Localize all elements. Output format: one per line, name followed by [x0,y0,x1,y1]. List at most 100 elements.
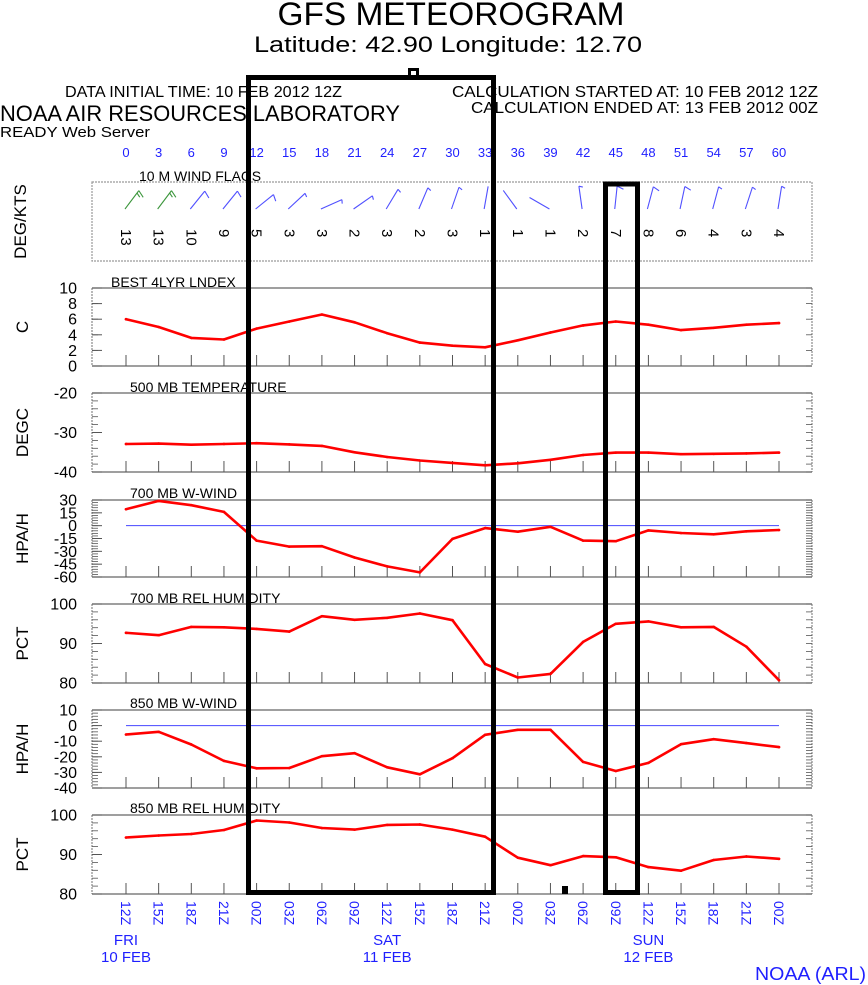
wind-barb [646,186,660,210]
y-tick-label: 15 [59,505,77,522]
wind-speed-label: 4 [770,229,787,237]
data-point [353,828,356,831]
forecast-hour-label: 30 [445,145,459,160]
wind-speed-label: 3 [313,229,330,237]
panel-title: 10 M WIND FLAGS [139,168,261,184]
chart-title: GFS METEOROGRAM [278,0,625,32]
highlight-overlay [246,68,640,895]
forecast-hour-axis: 0 3 6 9 12 15 18 21 24 27 30 33 36 39 42 45 48 51 54 57 60 [122,145,786,160]
data-point [385,565,389,568]
data-point [745,645,748,648]
y-tick-label: -30 [54,425,77,442]
y-tick-label: -10 [54,734,77,751]
wind-speed-label: 9 [215,229,232,237]
data-point [777,528,781,532]
wind-barb-flag [371,195,374,200]
y-axis-title: HPA/H [13,513,32,564]
data-point [451,756,454,760]
forecast-hour-label: 12 [249,145,263,160]
organization-name: NOAA AIR RESOURCES LABORATORY [0,101,400,126]
data-point [549,863,552,867]
data-point [353,751,356,755]
y-tick-label: -30 [54,765,77,782]
data-point [549,728,552,732]
data-point [222,442,226,446]
data-point [157,834,160,837]
y-tick-label: 100 [50,808,77,825]
data-point [777,321,781,325]
data-point [549,331,552,334]
utc-time-axis: 12Z 15Z 18Z 21Z 00Z 03Z 06Z 09Z 12Z 15Z 18Z 21Z 00Z 0… [101,901,787,966]
wind-barb-flag [171,190,177,198]
wind-barb-flag [578,185,583,188]
wind-speed-label: 3 [737,229,754,237]
utc-time-label: 12Z [640,901,656,926]
wind-barb [614,185,624,210]
data-point [255,819,258,822]
data-point [614,622,618,626]
data-point [581,453,585,457]
data-point [385,823,389,827]
day-name-label: SUN [633,932,665,949]
data-point [451,828,454,831]
wind-barb-staff [712,186,720,210]
data-point [483,526,487,530]
data-point [124,733,128,736]
panel-title: 700 MB REL HUMIDITY [130,590,281,606]
forecast-hour-label: 18 [315,145,329,160]
wind-barb-flag [204,190,210,199]
y-axis-title: HPA/H [13,724,32,775]
data-point [353,450,356,454]
wind-barb [712,186,723,210]
data-point [745,323,748,326]
data-point [777,678,781,682]
wind-barb-staff [287,192,306,210]
data-point [712,858,715,862]
panel-wind-flags: 10 M WIND FLAGS DEG/KTS 13 13 10 9 5 3 3 2 3 2 3 1 1 1 2… [11,168,813,262]
data-point [320,313,324,316]
forecast-hour-label: 24 [380,145,394,160]
wind-barb [679,186,692,210]
wind-barb-staff [222,190,238,210]
data-point [287,630,291,633]
wind-barb-staff [320,199,343,210]
day-name-label: SAT [373,932,401,949]
wind-panel-frame [91,181,813,262]
data-point [124,442,128,446]
wind-barb-flag [781,185,786,189]
data-point [353,556,356,559]
data-point [745,530,748,533]
wind-barb-staff [744,186,753,210]
day-name-label: FRI [114,932,138,949]
calculation-ended: CALCULATION ENDED AT: 13 FEB 2012 00Z [471,100,818,117]
forecast-hour-label: 27 [413,145,427,160]
wind-speed-label: 7 [607,229,624,237]
data-point [124,631,128,635]
data-point [287,821,291,824]
data-point [712,452,715,456]
data-point [614,855,618,859]
data-point [320,444,324,448]
y-tick-label: 0 [68,518,77,535]
utc-time-label: 21Z [477,901,493,926]
wind-barb-staff [777,186,783,210]
data-point [124,507,128,511]
wind-barb-staff [189,190,206,210]
wind-barb [320,199,343,210]
data-point [287,320,291,323]
wind-barb-staff [157,190,172,210]
panel-title: 700 MB W-WIND [130,485,237,501]
y-tick-label: 10 [59,281,77,298]
y-tick-label: -20 [54,749,77,766]
data-point [483,662,487,666]
utc-time-label: 06Z [575,901,591,926]
wind-speed-label: 2 [411,229,428,237]
forecast-hour-label: 45 [609,145,623,160]
utc-time-label: 12Z [118,901,134,926]
forecast-hour-label: 33 [478,145,492,160]
data-point [222,338,226,341]
location-subtitle: Latitude: 42.90 Longitude: 12.70 [254,32,642,57]
data-point [287,766,291,770]
data-point [385,616,389,620]
